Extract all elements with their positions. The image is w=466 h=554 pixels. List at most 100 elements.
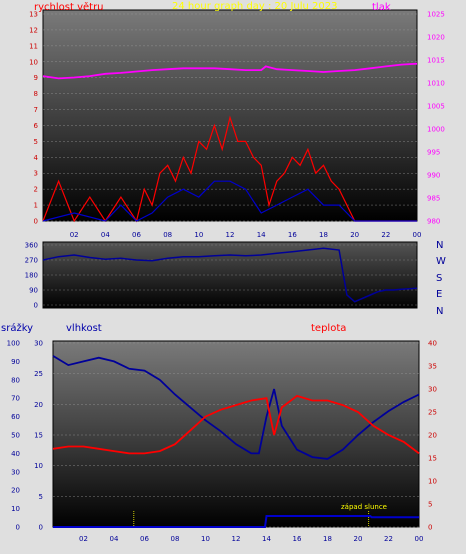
temperature-label: teplota [311,323,346,334]
direction-s: S [436,273,442,284]
time-axis-tick: 20 [350,231,359,239]
wind-axis-tick: 10 [29,58,38,66]
direction-axis-tick: 0 [34,302,38,310]
pressure-axis-tick: 1025 [427,11,445,19]
direction-axis-tick: 360 [25,242,38,250]
wind-axis-tick: 6 [34,122,39,130]
rain-axis-tick: 50 [11,432,20,440]
rain-axis-tick: 20 [11,487,20,495]
pressure-axis-tick: 985 [427,195,440,203]
wind-axis-tick: 5 [34,138,38,146]
time-axis-tick: 06 [140,535,149,543]
time-axis-tick: 02 [79,535,88,543]
time-axis-tick: 12 [226,231,235,239]
time-axis-tick: 12 [232,535,241,543]
rain-axis-tick: 0 [16,524,20,532]
rain-axis-tick: 40 [11,450,20,458]
time-axis-tick: 14 [257,231,266,239]
time-axis-tick: 10 [201,535,210,543]
humidity-axis-tick: 10 [34,462,43,470]
direction-axis-tick: 90 [29,287,38,295]
pressure-axis-tick: 990 [427,172,440,180]
temperature-axis-tick: 5 [428,501,432,509]
series-temperature [52,394,420,455]
temperature-axis-tick: 0 [428,524,432,532]
wind-axis-tick: 4 [34,154,39,162]
time-axis-tick: 20 [354,535,363,543]
chart-title: 24 hour graph day : 20 Julu 2023 [172,1,338,12]
time-axis-tick: 18 [319,231,328,239]
rain-axis-tick: 30 [11,468,20,476]
humidity-axis-tick: 15 [34,432,43,440]
series-rain [53,515,419,528]
series-gust [42,180,417,222]
direction-n-top: N [436,240,443,251]
direction-n-bottom: N [436,306,443,317]
pressure-axis-tick: 980 [427,218,440,226]
time-axis-tick: 04 [110,535,119,543]
rain-axis-tick: 80 [11,376,20,384]
pressure-axis-tick: 1010 [427,80,445,88]
wind-axis-tick: 8 [34,90,38,98]
pressure-axis-tick: 1000 [427,126,445,134]
temperature-axis-tick: 25 [428,409,437,417]
pressure-axis-tick: 995 [427,149,440,157]
humidity-axis-tick: 5 [39,493,43,501]
rain-axis-tick: 10 [11,505,20,513]
pressure-label: tlak [372,2,391,13]
temperature-axis-tick: 15 [428,455,437,463]
humidity-axis-tick: 20 [34,401,43,409]
rain-label: srážky [1,322,33,334]
series-wind [42,115,417,223]
time-axis-tick: 18 [323,535,332,543]
rain-axis-tick: 100 [7,340,20,348]
time-axis-tick: 04 [101,231,110,239]
rain-axis-tick: 70 [11,395,20,403]
series-humidity [52,355,420,460]
time-axis-tick: 16 [293,535,302,543]
wind-axis-tick: 0 [34,218,38,226]
time-axis-tick: 16 [288,231,297,239]
humidity-label: vlhkost [66,323,102,334]
direction-e: E [436,289,442,300]
series-direction [42,247,418,303]
wind-pressure-panel [42,9,418,222]
time-axis-tick: 14 [262,535,271,543]
wind-axis-tick: 3 [34,170,38,178]
wind-axis-tick: 11 [29,42,38,50]
wind-axis-tick: 1 [34,202,38,210]
temperature-axis-tick: 40 [428,340,437,348]
time-axis-tick: 08 [171,535,180,543]
pressure-axis-tick: 1020 [427,34,445,42]
time-axis-tick: 00 [415,535,424,543]
temperature-axis-tick: 35 [428,363,437,371]
rain-axis-tick: 60 [11,413,20,421]
wind-axis-tick: 13 [29,11,38,19]
wind-axis-tick: 9 [34,74,38,82]
humidity-temp-panel [52,340,420,528]
pressure-axis-tick: 1015 [427,57,445,65]
wind-speed-label: rychlost větru [34,1,104,13]
time-axis-tick: 02 [70,231,79,239]
rain-axis-tick: 90 [11,358,20,366]
humidity-axis-tick: 25 [34,370,43,378]
pressure-axis-tick: 1005 [427,103,445,111]
series-pressure [42,62,418,80]
humidity-axis-tick: 30 [34,340,43,348]
time-axis-tick: 08 [163,231,172,239]
time-axis-tick: 22 [384,535,393,543]
temperature-axis-tick: 20 [428,432,437,440]
wind-axis-tick: 2 [34,186,38,194]
sunset-label: západ slunce [341,503,387,511]
direction-axis-tick: 180 [25,272,38,280]
wind-axis-tick: 7 [34,106,38,114]
time-axis-tick: 00 [413,231,422,239]
direction-axis-tick: 270 [25,257,38,265]
time-axis-tick: 06 [132,231,141,239]
wind-axis-tick: 12 [29,26,38,34]
humidity-axis-tick: 0 [39,524,43,532]
time-axis-tick: 10 [194,231,203,239]
temperature-axis-tick: 10 [428,478,437,486]
